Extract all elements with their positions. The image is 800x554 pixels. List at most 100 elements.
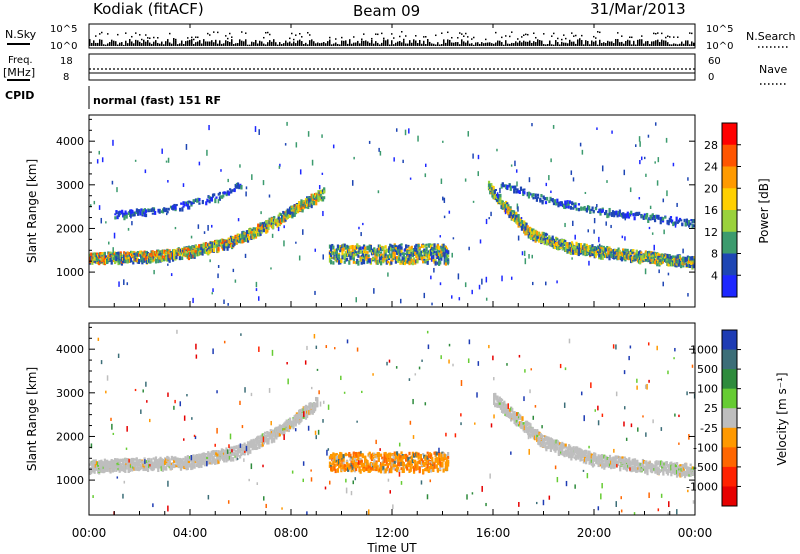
power-cell [594,253,597,258]
power-cell [235,237,238,241]
power-cell [202,242,205,246]
power-cell [536,196,540,199]
velocity-cell [216,454,219,460]
velocity-cell [285,424,288,427]
power-cell [147,209,150,213]
power-cell [439,250,442,253]
power-cell [624,248,627,252]
power-cell [110,254,113,259]
power-cell [691,265,694,270]
velocity-cell [378,466,382,470]
power-cell [150,254,153,257]
nsky-bar [275,42,277,46]
power-cell [288,206,292,212]
power-cell [624,236,626,241]
velocity-cell [360,453,363,457]
nsky-bar [347,43,349,46]
velocity-cell [387,459,391,462]
power-cell [645,253,649,257]
nsearch-point [533,32,535,35]
velocity-cell [161,467,164,472]
velocity-cell [221,454,225,458]
power-cell [178,250,181,254]
velocity-cell [339,462,342,467]
power-cell [436,255,440,259]
power-cell [259,224,262,228]
power-cell [487,180,491,185]
power-cell [270,224,273,229]
power-cell [167,207,170,211]
power-cell [258,230,261,235]
power-cell [89,258,92,263]
power-cell [435,250,438,256]
power-cell [386,260,390,264]
power-cell [681,260,684,264]
power-cell [407,244,410,248]
power-cell [403,249,406,252]
power-cell [256,231,259,237]
velocity-cell [224,453,227,459]
power-cell [311,198,314,202]
power-colorbar-bin [722,123,737,146]
nsky-bar [553,44,555,46]
power-cell [581,149,584,155]
velocity-cell [91,468,94,473]
power-cell [337,260,341,265]
velocity-cell [330,454,333,458]
velocity-cell [300,418,303,422]
velocity-cell [259,436,262,442]
power-cell [344,258,347,262]
power-cell [656,261,659,267]
power-cell [490,183,493,187]
power-cell [665,254,668,260]
power-cell [624,213,627,219]
velocity-cell [229,449,233,452]
power-cell [154,255,158,258]
power-cell [643,258,646,262]
power-cell [615,256,618,260]
velocity-cell [274,428,277,434]
velocity-cell [218,451,221,456]
power-cell [614,250,617,254]
power-cell [139,211,142,216]
power-cell [585,250,588,254]
nsky-bar [637,39,639,46]
power-cell [649,259,652,264]
power-cell [635,252,638,256]
power-cell [528,177,531,183]
velocity-cell [386,457,390,462]
power-cell [585,253,588,256]
velocity-cell [134,462,137,466]
velocity-cell [419,456,422,461]
nsky-bar [339,44,341,46]
power-cell [104,258,108,264]
power-cell [587,248,591,254]
nsearch-point [573,35,575,37]
power-cell [543,232,546,237]
power-cell [164,208,167,213]
velocity-cell [223,454,226,458]
power-cell [427,254,430,260]
power-cell [251,234,254,239]
power-cell [137,252,141,257]
power-cell [360,259,363,265]
power-cell [610,254,613,258]
power-cell [105,221,107,224]
power-cell [677,263,680,267]
power-cell [666,258,669,262]
nsearch-tick-top: 10^5 [706,24,733,35]
power-cell [510,164,513,167]
power-cell [532,193,535,197]
power-cell [187,255,191,261]
power-cell [124,210,127,216]
velocity-cell [414,452,417,457]
velocity-cell [240,447,243,452]
power-cell [566,200,569,205]
power-cell [531,281,534,286]
nsearch-point [677,36,679,38]
power-cell [451,295,453,299]
power-cell [578,249,582,255]
velocity-cell [146,458,150,463]
power-cell [307,203,310,207]
power-cell [401,256,404,261]
